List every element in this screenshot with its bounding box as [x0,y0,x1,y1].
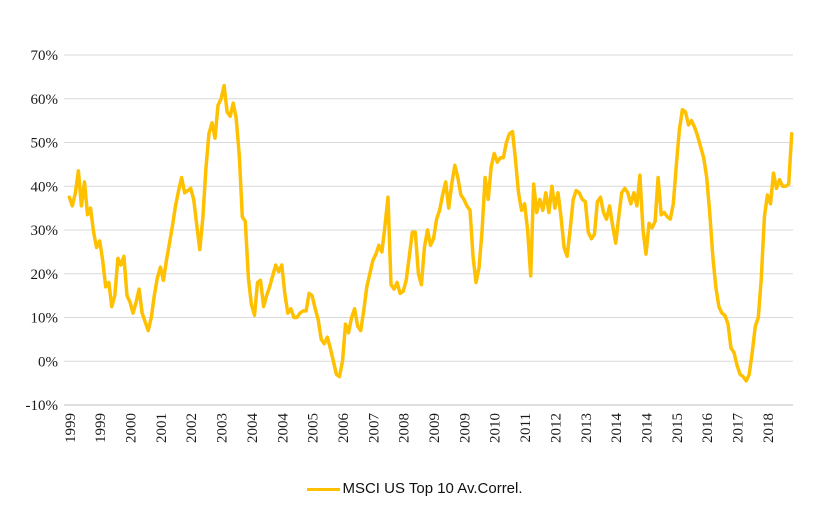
x-axis-label: 2002 [184,413,200,443]
x-axis-label: 2009 [457,413,473,443]
x-axis-label: 2014 [609,413,625,444]
y-axis-label: 50% [31,136,59,152]
x-axis-label: 2014 [640,413,656,444]
x-axis-label: 1999 [63,413,79,443]
x-axis-label: 2007 [366,413,382,444]
x-axis-label: 2012 [548,413,564,443]
x-axis-label: 2017 [731,413,747,444]
x-axis-label: 2009 [427,413,443,443]
x-axis-label: 1999 [93,413,109,443]
x-axis-label: 2003 [215,413,231,443]
x-axis-label: 2005 [306,413,322,443]
y-axis-label: 0% [38,354,58,370]
x-axis-label: 2018 [761,413,777,443]
x-axis-label: 2010 [488,413,504,443]
chart-legend: MSCI US Top 10 Av.Correl. [0,479,830,499]
legend-label: MSCI US Top 10 Av.Correl. [342,480,523,497]
legend-line-swatch [307,487,341,491]
y-axis-label: -10% [26,398,59,414]
x-axis-label: 2008 [397,413,413,443]
x-axis-label: 2004 [275,413,291,444]
y-axis-label: 30% [31,223,59,239]
y-axis-label: 20% [31,267,59,283]
x-axis-label: 2011 [518,413,534,442]
x-axis-label: 2016 [700,413,716,444]
x-axis-label: 2006 [336,413,352,444]
y-axis-label: 10% [31,311,59,327]
x-axis-label: 2000 [124,413,140,443]
series-line-msci-us-top10 [67,83,794,383]
x-axis-label: 2015 [670,413,686,443]
x-axis-label: 2013 [579,413,595,443]
x-axis-label: 2001 [154,413,170,443]
y-axis-label: 40% [31,179,59,195]
y-axis-label: 60% [31,92,59,108]
y-axis-label: 70% [31,48,59,64]
x-axis-label: 2004 [245,413,261,444]
